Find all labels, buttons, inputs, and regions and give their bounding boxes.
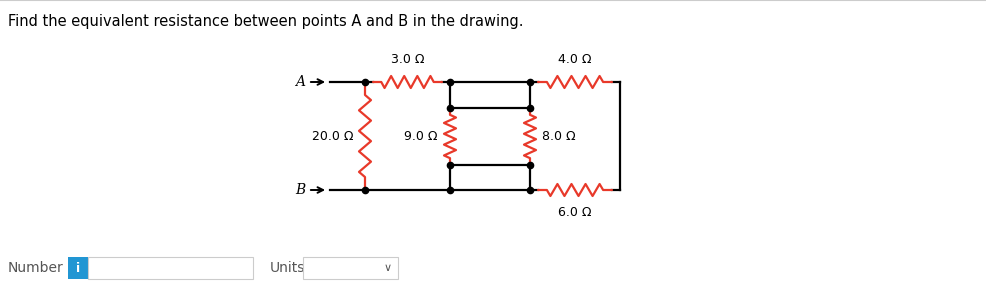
Text: 8.0 Ω: 8.0 Ω (541, 130, 575, 143)
Text: Find the equivalent resistance between points A and B in the drawing.: Find the equivalent resistance between p… (8, 14, 523, 29)
FancyBboxPatch shape (68, 257, 88, 279)
Text: ∨: ∨ (384, 263, 391, 273)
Text: Units: Units (270, 261, 305, 275)
Text: 6.0 Ω: 6.0 Ω (558, 206, 592, 219)
Text: Number: Number (8, 261, 64, 275)
Text: 20.0 Ω: 20.0 Ω (312, 130, 353, 142)
Text: A: A (295, 75, 305, 89)
Text: 9.0 Ω: 9.0 Ω (404, 130, 438, 143)
FancyBboxPatch shape (303, 257, 397, 279)
FancyBboxPatch shape (88, 257, 252, 279)
Text: B: B (295, 183, 305, 197)
Text: 4.0 Ω: 4.0 Ω (558, 53, 592, 66)
Text: i: i (76, 261, 80, 275)
Text: 3.0 Ω: 3.0 Ω (390, 53, 424, 66)
